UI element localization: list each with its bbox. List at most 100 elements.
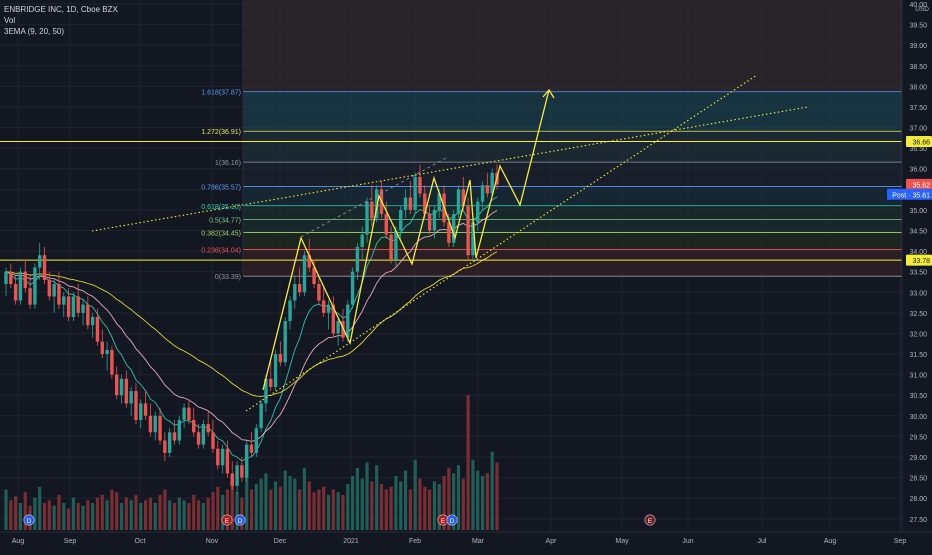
- candle-body: [42, 255, 47, 280]
- volume-bar: [187, 503, 191, 530]
- volume-bar: [447, 467, 451, 530]
- volume-bar: [326, 494, 331, 530]
- candle-body: [76, 296, 80, 313]
- fib-level-label: 1(36.16): [215, 160, 241, 167]
- volume-bar: [33, 497, 37, 530]
- time-tick-label: Aug: [824, 538, 837, 545]
- candle-body: [177, 419, 181, 441]
- candle-body: [163, 440, 167, 453]
- event-marker-letter: E: [225, 518, 230, 525]
- candle-body: [201, 424, 206, 445]
- volume-bar: [182, 500, 186, 530]
- candle-body: [355, 246, 360, 272]
- candle-body: [52, 284, 56, 297]
- volume-bar: [370, 481, 374, 530]
- price-tick-label: 39.00: [909, 43, 927, 50]
- candle-body: [167, 432, 172, 453]
- fib-level-label: 0.382(34.45): [201, 231, 241, 238]
- price-tick-label: 34.50: [909, 228, 927, 235]
- volume-bar: [91, 503, 95, 530]
- event-marker-icon: [446, 514, 458, 526]
- candle-body: [269, 378, 273, 387]
- volume-bar: [163, 489, 167, 530]
- price-tick-label: 33.50: [909, 270, 927, 277]
- candle-body: [466, 205, 470, 256]
- price-tick-label: 30.50: [909, 393, 927, 400]
- candle-body: [196, 432, 201, 445]
- candle-body: [418, 176, 422, 194]
- price-tick-label: 28.00: [909, 496, 927, 503]
- volume-bar: [57, 494, 61, 530]
- volume-bar: [216, 486, 220, 530]
- price-tick-label: 34.00: [909, 249, 927, 256]
- time-axis-background: [0, 532, 932, 550]
- volume-bar: [428, 489, 432, 530]
- chart-legend: ENBRIDGE INC, 1D, Cboe BZX Vol 3EMA (9, …: [4, 4, 118, 37]
- candle-body: [432, 209, 437, 231]
- volume-bar: [110, 489, 114, 530]
- time-tick-label: Nov: [206, 538, 219, 545]
- volume-bar: [418, 478, 422, 530]
- candle-body: [370, 201, 374, 219]
- candle-body: [71, 296, 76, 317]
- candle-body: [346, 304, 350, 338]
- volume-bar: [47, 500, 51, 530]
- fib-zone-top: [243, 0, 902, 92]
- volume-bar: [322, 486, 326, 530]
- harmonic-pattern-path: [262, 89, 550, 391]
- volume-bar: [437, 484, 441, 530]
- volume-bar: [86, 500, 90, 530]
- volume-indicator-label[interactable]: Vol: [4, 16, 16, 25]
- candle-body: [110, 349, 114, 375]
- volume-bar: [485, 473, 489, 530]
- fib-level-label: 0(33.39): [215, 274, 241, 281]
- event-marker-letter: E: [648, 518, 653, 525]
- candle-body: [331, 304, 336, 334]
- price-tick-label: 37.00: [909, 126, 927, 133]
- time-tick-label: Apr: [546, 538, 558, 545]
- candle-body: [62, 296, 66, 305]
- event-marker-letter: E: [441, 518, 446, 525]
- price-tag-label: Post · 35.61: [892, 192, 930, 199]
- volume-bar: [196, 500, 201, 530]
- candle-body: [100, 341, 104, 355]
- candle-body: [322, 300, 326, 313]
- volume-bar: [52, 505, 56, 530]
- candle-body: [129, 391, 133, 404]
- volume-bar: [230, 481, 234, 530]
- volume-bar: [172, 503, 177, 530]
- volume-bar: [9, 500, 13, 530]
- time-tick-label: Sep: [64, 538, 77, 545]
- candle-body: [273, 354, 278, 387]
- candle-body: [480, 185, 485, 202]
- fib-level-label: 0.786(35.57): [201, 184, 241, 191]
- volume-bar: [100, 494, 104, 530]
- volume-bar: [365, 462, 369, 530]
- volume-bar: [350, 476, 355, 530]
- candle-body: [471, 222, 475, 256]
- price-tag-label: 36.66: [912, 140, 930, 147]
- volume-bar: [413, 459, 417, 530]
- time-tick-label: Dec: [274, 538, 287, 545]
- candle-body: [374, 189, 379, 219]
- time-tick-label: Oct: [135, 538, 146, 545]
- candle-body: [148, 415, 153, 433]
- candle-body: [288, 300, 292, 322]
- volume-bar: [254, 484, 258, 530]
- ema-indicator-label[interactable]: 3EMA (9, 20, 50): [4, 27, 65, 36]
- drawings: [91, 74, 809, 412]
- candle-body: [115, 374, 119, 396]
- volume-bar: [476, 470, 480, 530]
- candle-body: [485, 185, 490, 194]
- symbol-title[interactable]: ENBRIDGE INC, 1D, Cboe BZX: [4, 5, 118, 14]
- volume-bar: [389, 486, 393, 530]
- candle-body: [326, 304, 331, 313]
- price-tag-background: [906, 178, 932, 190]
- candle-body: [365, 201, 369, 235]
- price-tag-background: [887, 188, 932, 200]
- volume-bar: [4, 489, 8, 530]
- volume-bar: [38, 486, 42, 530]
- volume-bar: [264, 473, 268, 530]
